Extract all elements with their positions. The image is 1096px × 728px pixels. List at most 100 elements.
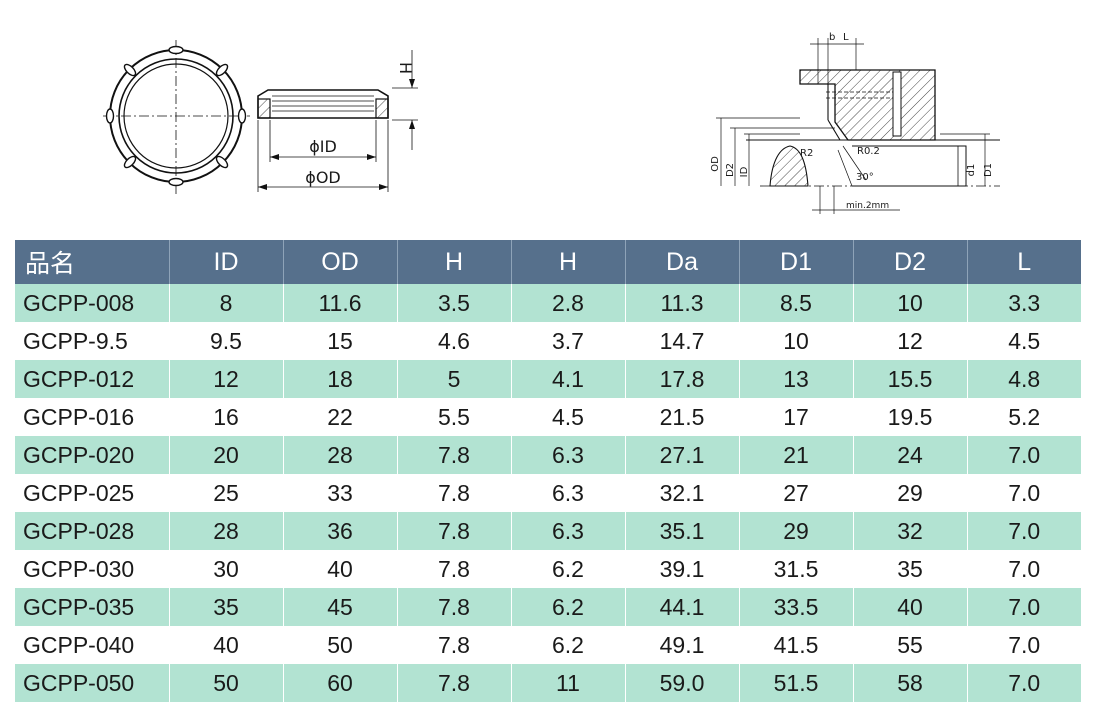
- value-cell: 6.2: [511, 588, 626, 626]
- label-l: L: [843, 32, 849, 43]
- value-cell: 11.6: [283, 284, 398, 322]
- value-cell: 10: [739, 322, 854, 360]
- header-cell: L: [967, 240, 1081, 284]
- value-cell: 8.5: [739, 284, 854, 322]
- table-row: GCPP-025 25 33 7.8 6.3 32.1 27 29 7.0: [15, 474, 1081, 512]
- product-name-cell: GCPP-035: [15, 588, 170, 626]
- value-cell: 44.1: [625, 588, 740, 626]
- value-cell: 27.1: [625, 436, 740, 474]
- value-cell: 32.1: [625, 474, 740, 512]
- label-id-vertical: ID: [739, 166, 750, 177]
- value-cell: 35: [169, 588, 284, 626]
- value-cell: 7.8: [397, 550, 512, 588]
- table-row: GCPP-028 28 36 7.8 6.3 35.1 29 32 7.0: [15, 512, 1081, 550]
- value-cell: 4.5: [1008, 327, 1041, 354]
- value-cell: 7.8: [397, 626, 512, 664]
- value-cell: 5.5: [397, 398, 512, 436]
- product-name-cell: GCPP-012: [15, 360, 170, 398]
- value-cell: 16: [169, 398, 284, 436]
- value-cell: 39.1: [625, 550, 740, 588]
- spec-table: 品名 ID OD H H Da D1 D2 L GCPP-008 8 11.6 3.5…: [15, 240, 1081, 702]
- header-cell: D1: [739, 240, 854, 284]
- value-cell: 4.5: [511, 398, 626, 436]
- value-cell: 7.0: [1008, 631, 1041, 658]
- value-cell: 3.3: [967, 284, 1081, 322]
- header-cell: OD: [283, 240, 398, 284]
- value-cell: 8: [169, 284, 284, 322]
- table-body: GCPP-008 8 11.6 3.5 2.8 11.3 8.5 10 3.3 GCPP-9.5 9…: [15, 284, 1081, 702]
- value-cell: 51.5: [739, 664, 854, 702]
- value-cell: 29: [853, 474, 968, 512]
- value-cell: 25: [169, 474, 284, 512]
- product-name-cell: GCPP-9.5: [15, 322, 170, 360]
- value-cell: 18: [283, 360, 398, 398]
- value-cell: 7.8: [397, 664, 512, 702]
- product-name-cell: GCPP-016: [15, 398, 170, 436]
- value-cell: 32: [853, 512, 968, 550]
- value-cell: 33: [283, 474, 398, 512]
- label-od: ϕOD: [305, 168, 340, 187]
- value-cell: 7.0: [967, 436, 1081, 474]
- label-d1-small: d1: [966, 164, 977, 177]
- value-cell: 49.1: [625, 626, 740, 664]
- value-cell: 40: [853, 588, 968, 626]
- value-cell: 4.8: [967, 360, 1081, 398]
- product-name-cell: GCPP-025: [15, 474, 170, 512]
- value-cell: 6.2: [511, 626, 626, 664]
- product-name-cell: GCPP-028: [15, 512, 170, 550]
- table-header-row: 品名 ID OD H H Da D1 D2 L: [15, 240, 1081, 284]
- product-name-cell: GCPP-040: [15, 626, 170, 664]
- value-cell: 20: [169, 436, 284, 474]
- header-cell: ID: [169, 240, 284, 284]
- value-cell: 11.3: [625, 284, 740, 322]
- table-row: GCPP-9.5 9.5 15 4.6 3.7 14.7 10 12 4.5: [15, 322, 1081, 360]
- value-cell: 7.0: [1008, 555, 1041, 582]
- product-name-cell: GCPP-030: [15, 550, 170, 588]
- header-cell: D2: [853, 240, 968, 284]
- label-id: ϕID: [309, 137, 337, 156]
- value-cell: 7.8: [397, 512, 512, 550]
- value-cell: 15.5: [853, 360, 968, 398]
- label-r02: R0.2: [857, 146, 880, 157]
- table-row: GCPP-040 40 50 7.8 6.2 49.1 41.5 55 7.0: [15, 626, 1081, 664]
- value-cell: 19.5: [853, 398, 968, 436]
- value-cell: 21.5: [625, 398, 740, 436]
- label-b: b: [829, 32, 835, 43]
- value-cell: 27: [739, 474, 854, 512]
- value-cell: 9.5: [169, 322, 284, 360]
- value-cell: 28: [169, 512, 284, 550]
- value-cell: 15: [283, 322, 398, 360]
- value-cell: 6.2: [511, 550, 626, 588]
- value-cell: 12: [169, 360, 284, 398]
- table-row: GCPP-012 12 18 5 4.1 17.8 13 15.5 4.8: [15, 360, 1081, 398]
- product-name-cell: GCPP-020: [15, 436, 170, 474]
- label-d1: D1: [983, 163, 994, 177]
- value-cell: 3.7: [511, 322, 626, 360]
- value-cell: 7.0: [967, 664, 1081, 702]
- ring-side-view: [257, 50, 418, 192]
- value-cell: 31.5: [739, 550, 854, 588]
- label-angle: 30°: [856, 172, 874, 183]
- label-d2: D2: [725, 163, 736, 177]
- value-cell: 6.3: [511, 474, 626, 512]
- drawings-svg: H ϕID ϕOD b L OD D: [103, 32, 1000, 214]
- value-cell: 5: [397, 360, 512, 398]
- value-cell: 55: [853, 626, 968, 664]
- value-cell: 14.7: [625, 322, 740, 360]
- value-cell: 7.8: [397, 436, 512, 474]
- value-cell: 7.0: [967, 512, 1081, 550]
- table-row: GCPP-050 50 60 7.8 11 59.0 51.5 58 7.0: [15, 664, 1081, 702]
- value-cell: 60: [283, 664, 398, 702]
- value-cell: 50: [169, 664, 284, 702]
- ring-front-view: [103, 40, 250, 195]
- technical-drawings: H ϕID ϕOD b L OD D: [0, 0, 1096, 236]
- label-r2: R2: [800, 148, 813, 159]
- value-cell: 3.5: [397, 284, 512, 322]
- label-od-vertical: OD: [710, 156, 721, 172]
- header-cell: Da: [625, 240, 740, 284]
- table-row: GCPP-020 20 28 7.8 6.3 27.1 21 24 7.0: [15, 436, 1081, 474]
- value-cell: 5.2: [1008, 403, 1041, 430]
- value-cell: 6.3: [511, 436, 626, 474]
- value-cell: 7.0: [967, 588, 1081, 626]
- value-cell: 58: [853, 664, 968, 702]
